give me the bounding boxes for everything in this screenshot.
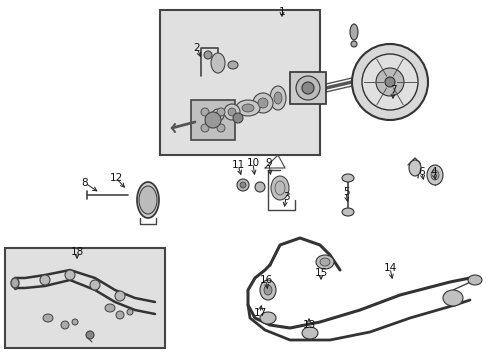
Ellipse shape [203,51,212,59]
Ellipse shape [90,280,100,290]
Ellipse shape [236,100,260,116]
Text: 12: 12 [109,173,122,183]
Ellipse shape [274,181,285,195]
Text: 9: 9 [265,158,272,168]
Ellipse shape [224,104,240,120]
Ellipse shape [72,319,78,325]
Ellipse shape [227,108,236,116]
Ellipse shape [273,92,282,104]
Ellipse shape [139,186,157,214]
Ellipse shape [302,82,313,94]
Text: 8: 8 [81,178,88,188]
Ellipse shape [115,291,125,301]
Ellipse shape [240,182,245,188]
Ellipse shape [217,108,224,116]
Ellipse shape [426,165,442,185]
Ellipse shape [430,170,438,180]
Ellipse shape [254,182,264,192]
Ellipse shape [242,104,253,112]
Text: 17: 17 [253,308,266,318]
Ellipse shape [264,285,271,295]
Ellipse shape [232,113,243,123]
Ellipse shape [65,270,75,280]
Ellipse shape [252,93,272,113]
Ellipse shape [349,24,357,40]
Ellipse shape [302,327,317,339]
Ellipse shape [127,309,133,315]
Ellipse shape [351,44,427,120]
Ellipse shape [361,54,417,110]
Text: 14: 14 [383,263,396,273]
Ellipse shape [137,182,159,218]
Text: 13: 13 [302,320,315,330]
Text: 6: 6 [418,167,425,177]
Ellipse shape [341,208,353,216]
Ellipse shape [201,124,208,132]
Text: 18: 18 [70,247,83,257]
Text: 7: 7 [389,85,395,95]
Text: 5: 5 [342,187,348,197]
Ellipse shape [442,290,462,306]
Ellipse shape [467,275,481,285]
Ellipse shape [384,77,394,87]
Ellipse shape [237,179,248,191]
Bar [289,72,325,104]
Ellipse shape [315,255,333,269]
Ellipse shape [260,280,275,300]
Ellipse shape [375,68,403,96]
Bar [160,10,319,155]
Ellipse shape [215,112,221,118]
Ellipse shape [116,311,124,319]
Ellipse shape [258,98,267,108]
Bar [5,248,164,348]
Text: 1: 1 [278,7,285,17]
Ellipse shape [408,160,420,176]
Bar [191,100,235,140]
Ellipse shape [260,312,275,324]
Text: 11: 11 [231,160,244,170]
Text: 16: 16 [259,275,272,285]
Ellipse shape [43,314,53,322]
Ellipse shape [217,124,224,132]
Ellipse shape [341,174,353,182]
Ellipse shape [212,109,224,121]
Ellipse shape [269,86,285,110]
Ellipse shape [295,76,319,100]
Text: 10: 10 [246,158,259,168]
Ellipse shape [350,41,356,47]
Text: 3: 3 [282,192,289,202]
Text: 15: 15 [314,268,327,278]
Ellipse shape [204,112,221,128]
Ellipse shape [86,331,94,339]
Ellipse shape [227,61,238,69]
Ellipse shape [11,278,19,288]
Text: 4: 4 [430,167,436,177]
Ellipse shape [270,176,288,200]
Ellipse shape [210,53,224,73]
Ellipse shape [319,258,329,266]
Text: 2: 2 [193,43,200,53]
Ellipse shape [61,321,69,329]
Ellipse shape [40,275,50,285]
Ellipse shape [105,304,115,312]
Ellipse shape [201,108,208,116]
